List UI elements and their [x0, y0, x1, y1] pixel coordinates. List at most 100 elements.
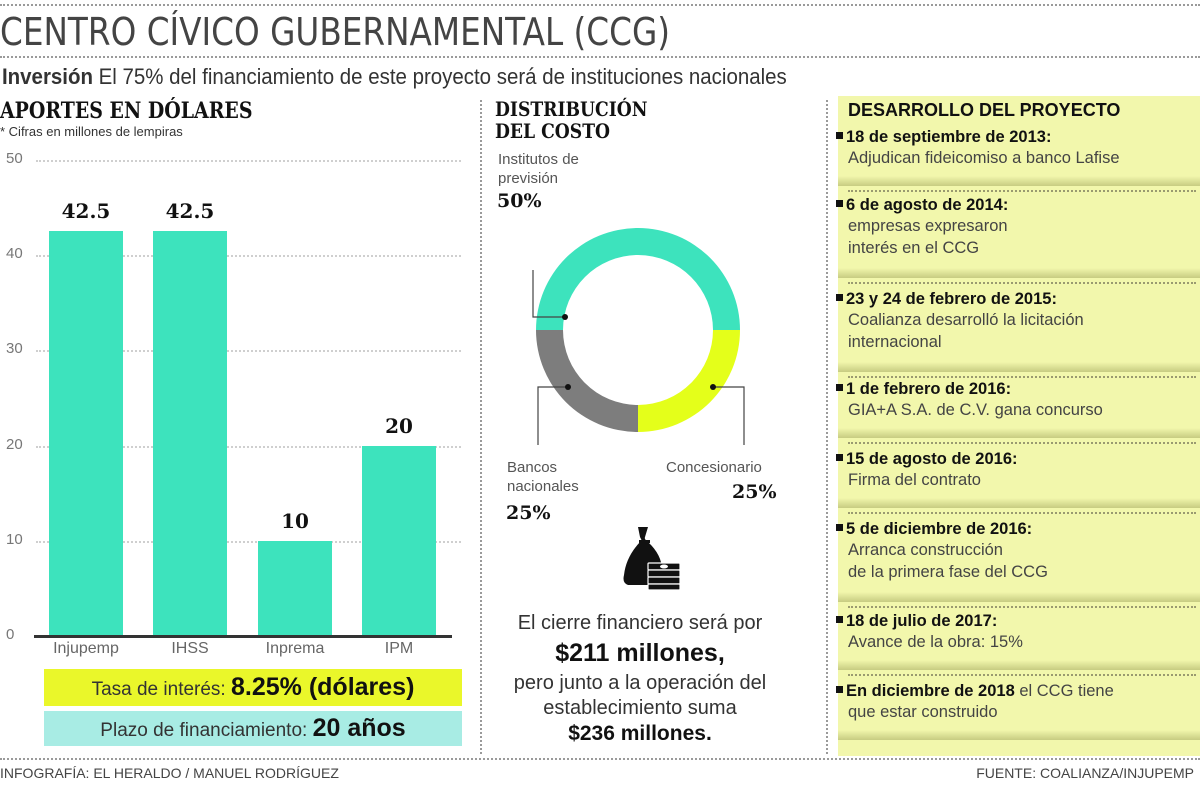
- bar-value-label: 42.5: [61, 199, 111, 224]
- timeline-date: 18 de julio de 2017:: [836, 612, 1196, 631]
- interest-rate-label: Tasa de interés:: [91, 679, 231, 700]
- timeline-item-shade: [838, 268, 1200, 278]
- bullet-square-icon: [836, 616, 843, 623]
- y-tick-label: 10: [6, 530, 23, 548]
- leader-line-bancos: [537, 386, 568, 445]
- label-line2: previsión: [498, 170, 559, 187]
- interest-rate-box: Tasa de interés: 8.25% (dólares): [44, 669, 462, 706]
- footer-source: FUENTE: COALIANZA/INJUPEMP: [976, 765, 1194, 781]
- timeline-item: 18 de septiembre de 2013: Adjudican fidei…: [836, 128, 1196, 169]
- donut-slice-concesionario: [638, 330, 740, 432]
- timeline-desc: que estar construido: [848, 703, 998, 721]
- timeline-date-text: 1 de febrero de 2016:: [846, 380, 1012, 398]
- gridline: [36, 350, 461, 353]
- timeline-item-shade: [838, 660, 1200, 670]
- financing-term-label: Plazo de financiamiento:: [100, 720, 313, 741]
- bar-value-label: 10: [281, 508, 309, 533]
- timeline-date-text: 5 de diciembre de 2016:: [846, 520, 1033, 538]
- bar-ihss: [153, 231, 227, 636]
- donut-slice-institutos-de-previsión: [536, 228, 740, 330]
- column-divider-right: [826, 100, 828, 754]
- footer-rule: [0, 758, 1200, 760]
- interest-rate-value: 8.25% (dólares): [231, 673, 415, 701]
- timeline-date-text: 6 de agosto de 2014:: [846, 196, 1009, 214]
- timeline-item: 1 de febrero de 2016: GIA+A S.A. de C.V. …: [836, 380, 1196, 421]
- closing-line3: establecimiento suma: [543, 697, 737, 719]
- subtitle-text: El 75% del financiamiento de este proyec…: [92, 64, 787, 89]
- timeline-item-shade: [838, 592, 1200, 602]
- timeline-date: 1 de febrero de 2016:: [836, 380, 1196, 399]
- gridline: [36, 160, 461, 162]
- money-bag-icon: [623, 527, 681, 591]
- closing-amount2: $236 millones.: [568, 722, 712, 745]
- timeline-item: 23 y 24 de febrero de 2015: Coalianza des…: [836, 290, 1196, 353]
- donut-pct-concesionario: 25%: [732, 481, 777, 503]
- subtitle-bold: Inversión: [2, 64, 93, 89]
- timeline-item: 18 de julio de 2017: Avance de la obra: 1…: [836, 612, 1196, 653]
- x-category-label: Injupemp: [53, 640, 119, 657]
- y-tick-label: 30: [6, 340, 23, 358]
- bar-value-label: 20: [385, 413, 413, 438]
- bar-inprema: [258, 540, 332, 636]
- timeline-item-shade: [838, 730, 1200, 740]
- label-line1: Bancos: [507, 459, 558, 476]
- timeline-desc: Adjudican fideicomiso a banco Lafise: [848, 149, 1120, 167]
- donut-heading-line1: DISTRIBUCIÓN: [495, 97, 648, 121]
- timeline-desc: Avance de la obra: 15%: [848, 633, 1023, 651]
- donut-label-bancos: Bancos nacionales: [507, 458, 579, 496]
- leader-line-concesionario: [713, 386, 745, 445]
- timeline-desc: Firma del contrato: [848, 471, 981, 489]
- donut-heading: DISTRIBUCIÓN DEL COSTO: [495, 98, 648, 142]
- donut-heading-line2: DEL COSTO: [495, 119, 610, 143]
- timeline-separator: [848, 376, 1196, 378]
- timeline-date: En diciembre de 2018 el CCG tiene: [836, 682, 1196, 701]
- page-title: CENTRO CÍVICO GUBERNAMENTAL (CCG): [0, 10, 671, 54]
- bar-chart-heading: APORTES EN DÓLARES: [0, 98, 253, 124]
- label-line2: nacionales: [507, 478, 579, 495]
- timeline-separator: [848, 282, 1196, 284]
- timeline-desc: Arranca construcción: [848, 541, 1003, 559]
- y-tick-label: 0: [6, 626, 15, 643]
- timeline-date-text: 23 y 24 de febrero de 2015:: [846, 290, 1057, 308]
- timeline-date-suffix: el CCG tiene: [1014, 682, 1114, 700]
- marker-institutos: [562, 314, 568, 320]
- donut-pct-bancos: 25%: [506, 502, 551, 524]
- gridline: [36, 540, 461, 543]
- bullet-square-icon: [836, 294, 843, 301]
- donut-label-concesionario: Concesionario: [666, 459, 762, 476]
- subtitle: Inversión El 75% del financiamiento de e…: [2, 64, 787, 90]
- bullet-square-icon: [836, 384, 843, 391]
- bar-ipm: [362, 445, 436, 636]
- timeline-item: En diciembre de 2018 el CCG tiene que est…: [836, 682, 1196, 723]
- marker-concesionario: [710, 384, 716, 390]
- timeline-item-shade: [838, 498, 1200, 508]
- timeline-separator: [848, 674, 1196, 676]
- bullet-square-icon: [836, 454, 843, 461]
- donut-pct-institutos: 50%: [497, 190, 542, 212]
- bar-injupemp: [49, 231, 123, 636]
- timeline-date-text: 15 de agosto de 2016:: [846, 450, 1018, 468]
- bar-chart: 0 10 20 30 40 50 42.5 Injupemp 42.5 IHSS 10 Inprema…: [0, 0, 470, 670]
- timeline-separator: [848, 190, 1196, 192]
- timeline-desc: de la primera fase del CCG: [848, 563, 1048, 581]
- timeline-separator: [848, 606, 1196, 608]
- x-axis-line: [34, 635, 452, 638]
- financing-term-value: 20 años: [312, 714, 406, 742]
- closing-line1: El cierre financiero será por: [517, 612, 763, 634]
- financing-term-box: Plazo de financiamiento: 20 años: [44, 711, 462, 746]
- top-rule: [0, 4, 1200, 6]
- y-tick-label: 40: [6, 245, 23, 263]
- donut-label-institutos: Institutos de previsión: [498, 150, 579, 188]
- timeline-item: 15 de agosto de 2016: Firma del contrato: [836, 450, 1196, 491]
- donut-slice-bancos-nacionales: [536, 330, 638, 432]
- timeline-date: 23 y 24 de febrero de 2015:: [836, 290, 1196, 309]
- timeline-date-text: 18 de septiembre de 2013:: [846, 128, 1052, 146]
- timeline-date-text: 18 de julio de 2017:: [846, 612, 998, 630]
- x-category-label: IHSS: [171, 640, 209, 657]
- donut-chart: [532, 228, 745, 445]
- timeline-date: 15 de agosto de 2016:: [836, 450, 1196, 469]
- timeline-date: 5 de diciembre de 2016:: [836, 520, 1196, 539]
- marker-bancos: [565, 384, 571, 390]
- bullet-square-icon: [836, 200, 843, 207]
- footer-credit: INFOGRAFÍA: EL HERALDO / MANUEL RODRÍGUE…: [0, 765, 339, 781]
